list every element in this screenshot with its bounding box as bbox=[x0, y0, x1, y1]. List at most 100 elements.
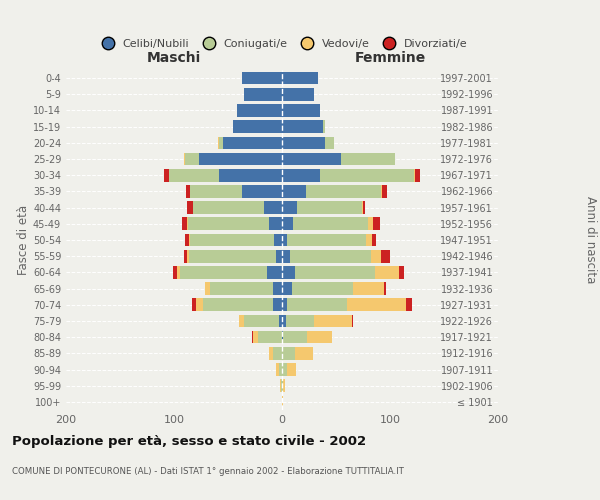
Bar bbox=[190, 185, 242, 198]
Bar bbox=[173, 266, 177, 278]
Bar bbox=[218, 136, 220, 149]
Bar bbox=[242, 72, 282, 85]
Bar bbox=[287, 234, 366, 246]
Bar bbox=[203, 298, 274, 311]
Bar bbox=[189, 250, 275, 262]
Bar bbox=[282, 331, 283, 344]
Bar bbox=[269, 347, 274, 360]
Bar bbox=[220, 169, 282, 181]
Bar bbox=[373, 218, 380, 230]
Bar bbox=[282, 298, 287, 311]
Bar bbox=[279, 314, 282, 328]
Bar bbox=[187, 250, 189, 262]
Text: Anni di nascita: Anni di nascita bbox=[584, 196, 597, 284]
Legend: Celibi/Nubili, Coniugati/e, Vedovi/e, Divorziati/e: Celibi/Nubili, Coniugati/e, Vedovi/e, Di… bbox=[92, 35, 472, 54]
Bar bbox=[282, 169, 320, 181]
Bar bbox=[252, 331, 253, 344]
Bar bbox=[282, 363, 287, 376]
Bar bbox=[282, 104, 320, 117]
Bar bbox=[274, 282, 282, 295]
Bar bbox=[169, 169, 220, 181]
Bar bbox=[282, 202, 297, 214]
Bar bbox=[274, 298, 282, 311]
Bar bbox=[275, 363, 279, 376]
Bar bbox=[290, 250, 371, 262]
Bar bbox=[282, 250, 290, 262]
Bar bbox=[306, 185, 382, 198]
Bar bbox=[275, 250, 282, 262]
Text: Femmine: Femmine bbox=[355, 51, 425, 65]
Bar bbox=[282, 380, 283, 392]
Bar bbox=[307, 331, 332, 344]
Bar bbox=[185, 152, 199, 166]
Bar bbox=[287, 363, 296, 376]
Bar bbox=[368, 218, 373, 230]
Bar bbox=[185, 234, 189, 246]
Bar bbox=[186, 185, 190, 198]
Bar bbox=[258, 331, 282, 344]
Bar bbox=[371, 250, 382, 262]
Bar bbox=[242, 185, 282, 198]
Bar bbox=[282, 72, 317, 85]
Text: Maschi: Maschi bbox=[147, 51, 201, 65]
Bar bbox=[383, 282, 386, 295]
Bar bbox=[347, 298, 406, 311]
Bar bbox=[295, 347, 313, 360]
Bar bbox=[244, 314, 279, 328]
Bar bbox=[282, 396, 283, 408]
Bar bbox=[263, 202, 282, 214]
Bar bbox=[406, 298, 412, 311]
Bar bbox=[282, 136, 325, 149]
Bar bbox=[282, 218, 293, 230]
Bar bbox=[382, 185, 387, 198]
Bar bbox=[282, 88, 314, 101]
Bar bbox=[239, 314, 244, 328]
Bar bbox=[286, 314, 314, 328]
Bar bbox=[375, 266, 398, 278]
Bar bbox=[415, 169, 420, 181]
Bar bbox=[244, 88, 282, 101]
Bar bbox=[362, 202, 363, 214]
Bar bbox=[182, 218, 187, 230]
Bar bbox=[292, 282, 353, 295]
Bar bbox=[177, 266, 181, 278]
Bar bbox=[274, 347, 282, 360]
Bar bbox=[187, 218, 188, 230]
Bar bbox=[274, 234, 282, 246]
Bar bbox=[164, 169, 169, 181]
Bar bbox=[193, 202, 263, 214]
Bar bbox=[187, 202, 193, 214]
Bar bbox=[297, 202, 362, 214]
Bar bbox=[353, 282, 383, 295]
Bar bbox=[352, 314, 353, 328]
Bar bbox=[233, 120, 282, 133]
Text: COMUNE DI PONTECURONE (AL) - Dati ISTAT 1° gennaio 2002 - Elaborazione TUTTITALI: COMUNE DI PONTECURONE (AL) - Dati ISTAT … bbox=[12, 468, 404, 476]
Bar bbox=[341, 152, 395, 166]
Bar bbox=[282, 266, 295, 278]
Bar bbox=[371, 234, 376, 246]
Bar bbox=[196, 298, 203, 311]
Bar bbox=[283, 331, 307, 344]
Bar bbox=[283, 380, 285, 392]
Bar bbox=[282, 347, 295, 360]
Bar bbox=[281, 380, 282, 392]
Bar bbox=[189, 234, 190, 246]
Text: Popolazione per età, sesso e stato civile - 2002: Popolazione per età, sesso e stato civil… bbox=[12, 435, 366, 448]
Bar bbox=[236, 104, 282, 117]
Bar bbox=[280, 380, 281, 392]
Bar bbox=[320, 169, 414, 181]
Bar bbox=[314, 314, 352, 328]
Bar bbox=[282, 234, 287, 246]
Bar bbox=[223, 136, 282, 149]
Bar bbox=[282, 120, 323, 133]
Bar bbox=[193, 298, 196, 311]
Bar bbox=[184, 152, 185, 166]
Bar bbox=[325, 136, 334, 149]
Bar bbox=[282, 185, 306, 198]
Bar bbox=[267, 266, 282, 278]
Bar bbox=[293, 218, 368, 230]
Bar bbox=[253, 331, 258, 344]
Bar bbox=[398, 266, 404, 278]
Bar bbox=[205, 282, 209, 295]
Bar bbox=[209, 282, 274, 295]
